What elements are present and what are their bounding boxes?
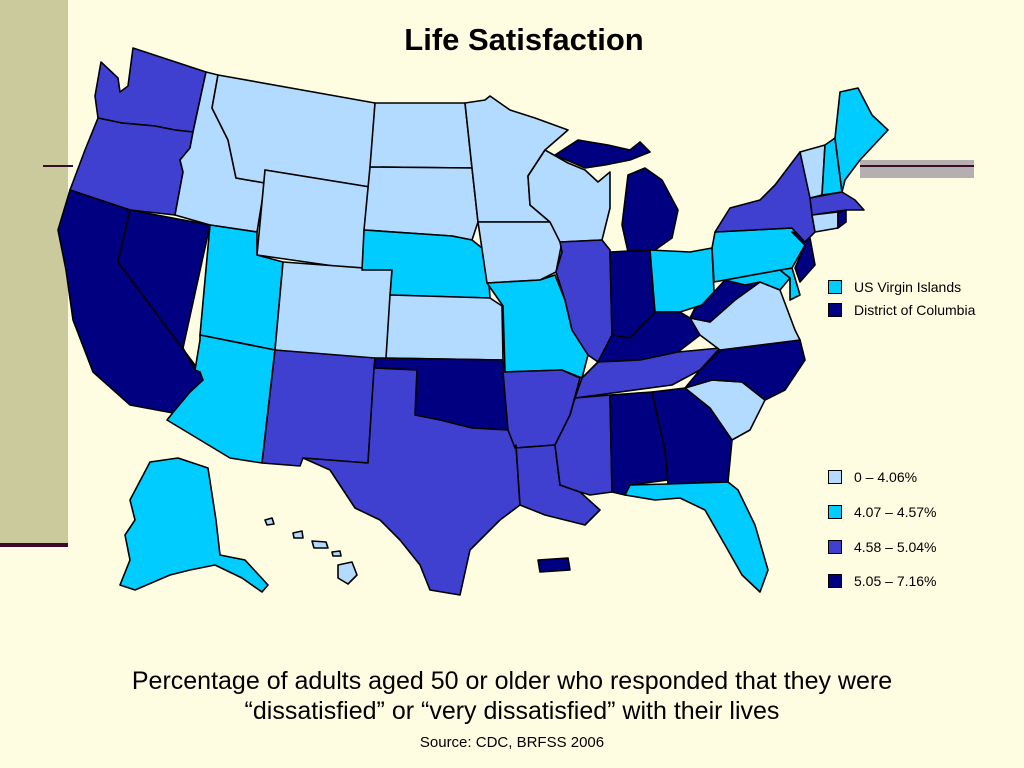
legend-label: 4.58 – 5.04% bbox=[854, 539, 937, 555]
caption: Percentage of adults aged 50 or older wh… bbox=[40, 666, 984, 726]
legend-swatch bbox=[828, 280, 842, 294]
state-MT bbox=[211, 74, 376, 188]
state-PR bbox=[537, 557, 571, 573]
legend-swatch bbox=[828, 574, 842, 588]
horizontal-rule-left bbox=[43, 165, 73, 167]
legend-label: US Virgin Islands bbox=[854, 279, 962, 295]
state-IL bbox=[555, 239, 613, 363]
legend-label: 5.05 – 7.16% bbox=[854, 573, 937, 589]
legend-swatch bbox=[828, 505, 842, 519]
state-WI bbox=[527, 149, 611, 243]
state-KS bbox=[385, 294, 504, 361]
legend-label: 0 – 4.06% bbox=[854, 469, 918, 485]
state-ND bbox=[369, 102, 473, 169]
state-AK bbox=[119, 457, 269, 593]
legend-swatch bbox=[828, 470, 842, 484]
state-RI bbox=[837, 209, 847, 229]
legend-swatch bbox=[828, 540, 842, 554]
state-MI-lower bbox=[621, 167, 679, 253]
left-band-edge bbox=[0, 543, 68, 547]
state-NY bbox=[714, 151, 816, 243]
legend-label: 4.07 – 4.57% bbox=[854, 504, 937, 520]
state-CO bbox=[274, 261, 393, 363]
legend-swatch bbox=[828, 303, 842, 317]
map-title: Life Satisfaction bbox=[404, 22, 644, 57]
state-NM bbox=[261, 349, 376, 467]
state-IA bbox=[477, 221, 563, 284]
state-WV bbox=[689, 279, 761, 323]
state-MI-upper bbox=[554, 139, 651, 169]
state-HI bbox=[264, 517, 358, 585]
state-WA bbox=[94, 47, 207, 133]
state-ME bbox=[834, 87, 889, 193]
state-TX bbox=[302, 367, 521, 596]
legend-label: District of Columbia bbox=[854, 302, 976, 318]
caption-line: “dissatisfied” or “very dissatisfied” wi… bbox=[244, 697, 780, 725]
source-note: Source: CDC, BRFSS 2006 bbox=[419, 734, 605, 751]
state-FL bbox=[624, 481, 769, 593]
horizontal-rule-right bbox=[860, 165, 974, 167]
caption-line: Percentage of adults aged 50 or older wh… bbox=[131, 667, 893, 695]
gray-decorative-bar bbox=[860, 160, 974, 178]
state-WY bbox=[256, 169, 371, 271]
state-SD bbox=[363, 166, 479, 241]
left-decorative-band bbox=[0, 0, 68, 546]
